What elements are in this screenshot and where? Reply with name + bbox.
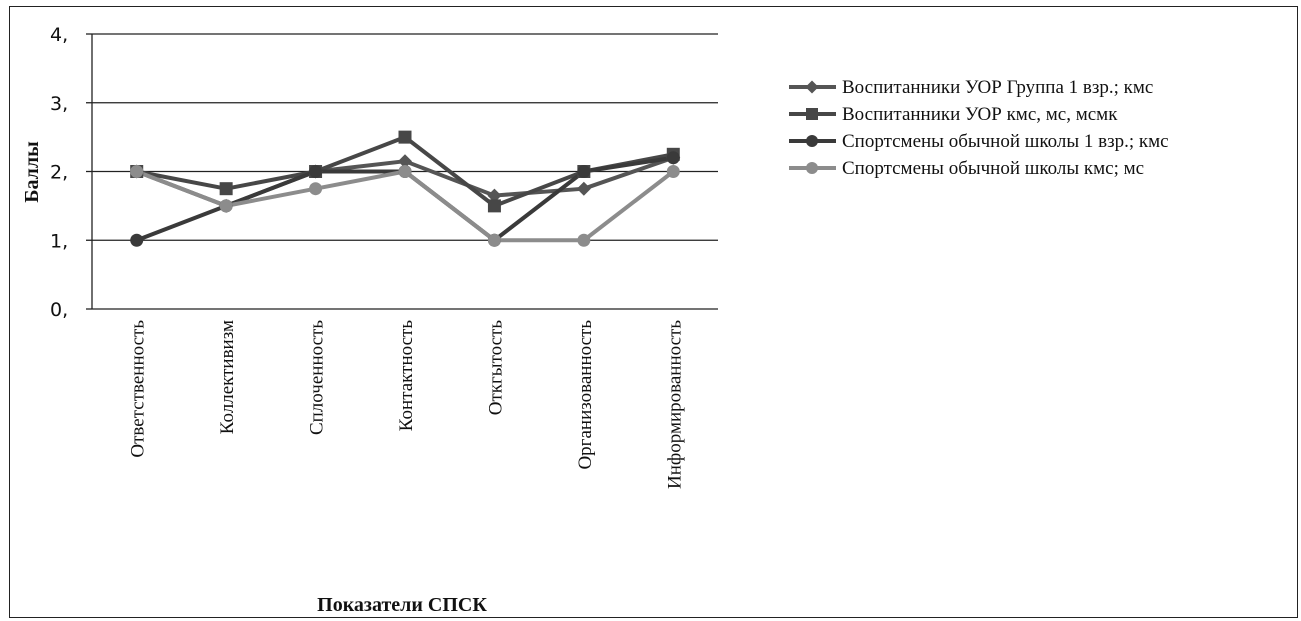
chart-frame — [9, 6, 1298, 618]
data-point-2 — [219, 182, 233, 196]
data-point-1 — [576, 181, 591, 196]
x-category-label: Информированность — [664, 320, 685, 489]
series-lines — [135, 135, 675, 243]
data-point-3 — [577, 165, 591, 178]
x-category-label: Контактность — [396, 320, 417, 432]
x-category-label: Коллективизм — [217, 320, 238, 434]
series-line-4 — [135, 169, 675, 243]
y-axis-title: Баллы — [21, 141, 43, 203]
y-tick-label: 4, — [50, 24, 68, 46]
data-point-1 — [398, 154, 412, 169]
data-point-2 — [398, 130, 412, 144]
y-tick-label: 0, — [50, 299, 68, 321]
data-point-3 — [130, 233, 144, 247]
data-point-4 — [577, 233, 591, 247]
legend-entry-label: Спортсмены обычной школы 1 взр.; кмс — [842, 131, 1169, 152]
x-category-label: Откгытость — [485, 320, 506, 416]
y-tick-label: 1, — [50, 230, 68, 252]
legend-marker — [805, 80, 819, 94]
x-axis-title: Показатели СПСК — [317, 594, 487, 616]
legend-entry-label: Воспитанники УОР кмс, мс, мсмк — [842, 104, 1118, 125]
x-category-label: Организованность — [575, 320, 596, 470]
legend: Воспитанники УОР Группа 1 взр.; кмс Воспи… — [789, 77, 1169, 179]
data-point-4 — [309, 182, 323, 196]
series-markers — [129, 130, 681, 247]
legend-marker — [806, 162, 818, 174]
legend-marker — [806, 108, 818, 120]
data-point-3 — [666, 151, 680, 165]
legend-entry-label: Спортсмены обычной школы кмс; мс — [842, 158, 1144, 179]
data-point-4 — [219, 199, 233, 213]
x-category-label: Ответственность — [128, 320, 149, 458]
x-category-label: Сплоченность — [307, 320, 328, 435]
y-tick-label: 2, — [50, 162, 68, 184]
data-point-3 — [309, 165, 323, 178]
data-point-4 — [487, 233, 501, 247]
legend-entry-label: Воспитанники УОР Группа 1 взр.; кмс — [842, 77, 1153, 98]
legend-marker — [806, 135, 818, 147]
data-point-4 — [666, 165, 680, 178]
y-tick-labels: 0, 1, 2, 3, 4, — [50, 24, 68, 321]
data-point-1 — [487, 188, 502, 203]
x-category-labels: Ответственность Коллективизм Сплоченность К… — [128, 320, 686, 489]
y-tick-label: 3, — [50, 93, 68, 115]
data-point-2 — [487, 199, 501, 213]
data-point-4 — [398, 165, 412, 178]
data-point-4 — [130, 165, 144, 178]
